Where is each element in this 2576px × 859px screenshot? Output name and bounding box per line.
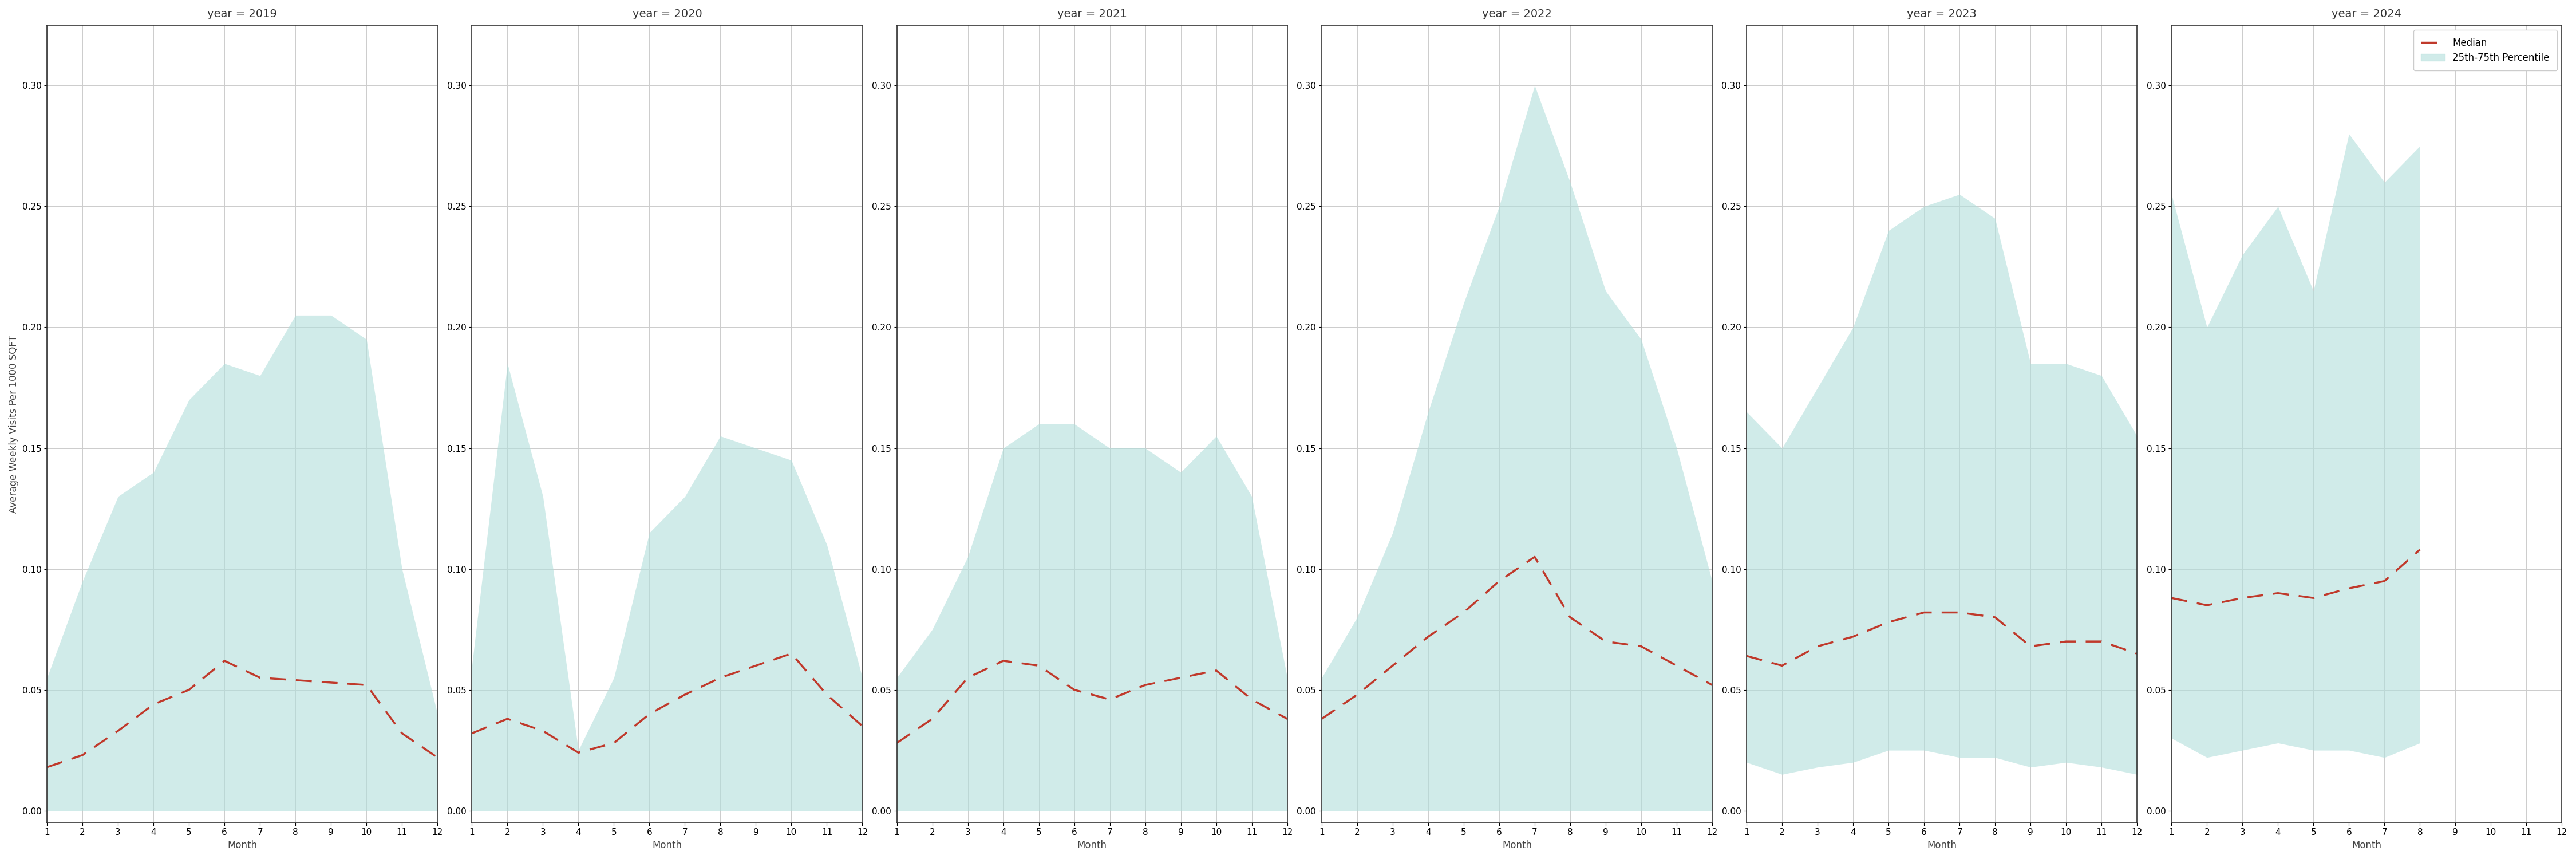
X-axis label: Month: Month bbox=[227, 840, 258, 850]
X-axis label: Month: Month bbox=[1502, 840, 1533, 850]
Y-axis label: Average Weekly Visits Per 1000 SQFT: Average Weekly Visits Per 1000 SQFT bbox=[8, 335, 18, 513]
X-axis label: Month: Month bbox=[652, 840, 683, 850]
Legend: Median, 25th-75th Percentile: Median, 25th-75th Percentile bbox=[2414, 30, 2558, 70]
X-axis label: Month: Month bbox=[1077, 840, 1108, 850]
Title: year = 2020: year = 2020 bbox=[631, 9, 703, 20]
Title: year = 2021: year = 2021 bbox=[1056, 9, 1126, 20]
Title: year = 2022: year = 2022 bbox=[1481, 9, 1551, 20]
X-axis label: Month: Month bbox=[1927, 840, 1958, 850]
X-axis label: Month: Month bbox=[2352, 840, 2383, 850]
Title: year = 2019: year = 2019 bbox=[206, 9, 278, 20]
Title: year = 2023: year = 2023 bbox=[1906, 9, 1976, 20]
Title: year = 2024: year = 2024 bbox=[2331, 9, 2401, 20]
